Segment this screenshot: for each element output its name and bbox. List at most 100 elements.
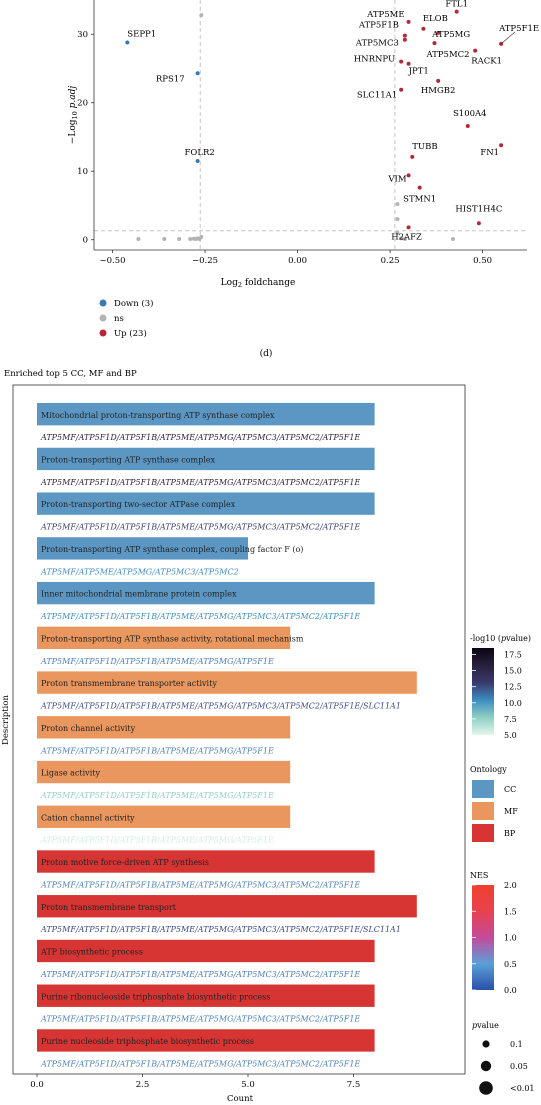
term-row: Proton-transporting ATP synthase activit… <box>37 626 304 666</box>
gene-label: HMGB2 <box>421 86 456 96</box>
pvalue-colorbar <box>472 648 494 735</box>
pvalue-size-legend-title: pvalue <box>472 1021 499 1030</box>
term-row: Proton-transporting two-sector ATPase co… <box>37 492 375 532</box>
volcano-y-tick-label: 0 <box>83 236 88 246</box>
volcano-y-axis-title: −Log10 p.adj <box>68 86 79 145</box>
gene-label: HIST1H4C <box>455 204 502 214</box>
volcano-point-up <box>402 37 407 42</box>
pvalue-tick-label: 10.0 <box>504 699 522 708</box>
enrichment-x-tick-label: 7.5 <box>347 1080 361 1090</box>
legend-label: Down (3) <box>114 298 153 309</box>
nes-tick-label: 0.5 <box>504 960 517 969</box>
ontology-swatch-bp <box>472 824 494 842</box>
term-name: ATP biosynthetic process <box>40 948 143 957</box>
legend-swatch-up <box>99 329 107 337</box>
pvalue-size-label: 0.05 <box>510 1062 528 1071</box>
gene-label: FOLR2 <box>184 148 214 158</box>
volcano-point-up <box>402 33 407 38</box>
gene-label: ATP5F1B <box>358 21 399 31</box>
volcano-point-up <box>406 61 411 66</box>
volcano-point-ns <box>162 237 167 242</box>
nes-tick-label: 2.0 <box>504 881 517 890</box>
term-name: Mitochondrial proton-transporting ATP sy… <box>41 411 275 420</box>
gene-label: H2AFZ <box>391 232 422 242</box>
volcano-point-up <box>436 30 441 35</box>
pvalue-tick-label: 17.5 <box>504 650 522 659</box>
volcano-reference-lines <box>94 0 527 250</box>
term-bar <box>37 760 291 784</box>
term-bar <box>37 492 375 515</box>
volcano-y-tick-label: 20 <box>77 99 88 109</box>
nes-colorbar-ticks: 2.0 1.5 1.0 0.5 0.0 <box>472 881 517 995</box>
gene-label: STMN1 <box>403 195 436 205</box>
volcano-x-axis-title: Log2 foldchange <box>221 278 296 289</box>
volcano-point-labels: SEPP1 RPS17 FOLR2 ATP5ME FTL1 ELOB ATP5F1B ATP5… <box>127 0 539 242</box>
pvalue-tick-label: 12.5 <box>504 683 522 692</box>
term-genes: ATP5MF/ATP5F1D/ATP5F1B/ATP5ME/ATP5MG/ATP… <box>40 523 360 532</box>
ontology-label: BP <box>504 829 516 838</box>
gene-label: ELOB <box>423 14 448 24</box>
term-name: Cation channel activity <box>41 813 135 822</box>
nes-tick-label: 0.0 <box>504 986 517 995</box>
gene-label: FN1 <box>480 148 499 158</box>
panel-label-d: (d) <box>260 348 273 359</box>
nes-tick-label: 1.0 <box>504 934 517 943</box>
term-bar <box>37 626 291 650</box>
gene-label: JPT1 <box>408 67 429 77</box>
term-row: ATP biosynthetic process ATP5MF/ATP5F1D/A… <box>37 939 375 979</box>
legend-swatch-ns <box>99 314 107 322</box>
term-row: Ligase activity ATP5MF/ATP5F1D/ATP5F1B/AT… <box>37 760 291 800</box>
volcano-y-tick-label: 10 <box>77 167 88 177</box>
enrichment-plot-frame <box>12 384 466 1075</box>
enrichment-x-axis-title: Count <box>227 1094 254 1104</box>
pvalue-colorbar-ticks: 17.5 15.0 12.5 10.0 7.5 5.0 <box>472 650 522 740</box>
volcano-point-ns <box>395 202 400 207</box>
enrichment-axes: 0.0 2.5 5.0 7.5 <box>12 384 466 1090</box>
pvalue-size-dot <box>480 1060 492 1072</box>
term-bar <box>37 537 248 560</box>
volcano-plot: SEPP1 RPS17 FOLR2 ATP5ME FTL1 ELOB ATP5F1B ATP5… <box>68 0 539 359</box>
volcano-point-ns <box>188 237 193 242</box>
term-name: Proton-transporting ATP synthase complex <box>41 455 216 464</box>
label-leader-line <box>500 31 516 45</box>
volcano-point-up <box>399 59 404 64</box>
term-row: Proton-transporting ATP synthase complex… <box>37 447 375 487</box>
enrichment-x-tick-label: 2.5 <box>136 1080 150 1090</box>
volcano-point-up <box>399 87 404 92</box>
volcano-point-ns <box>399 236 404 241</box>
pvalue-color-legend: -log10 (pvalue) 17.5 15.0 12.5 10.0 7.5 5.0 <box>470 634 531 740</box>
term-name: Proton transmembrane transport <box>41 903 177 912</box>
gene-label: FTL1 <box>445 0 468 10</box>
gene-label: VIM <box>387 174 406 184</box>
term-genes: ATP5MF/ATP5F1D/ATP5F1B/ATP5ME/ATP5MG/ATP… <box>40 1015 360 1024</box>
volcano-point-up <box>432 41 437 46</box>
volcano-point-up <box>421 26 426 31</box>
term-bar <box>37 984 375 1007</box>
volcano-x-tick-label: −0.50 <box>99 256 125 266</box>
term-bar <box>37 895 417 918</box>
enrichment-x-tick-label: 5.0 <box>241 1080 255 1090</box>
ontology-swatch-cc <box>472 780 494 798</box>
term-genes: ATP5MF/ATP5F1D/ATP5F1B/ATP5ME/ATP5MG/ATP… <box>40 746 274 755</box>
volcano-point-ns <box>199 13 204 18</box>
pvalue-size-dot <box>482 1040 490 1048</box>
pvalue-size-label: <0.01 <box>510 1084 535 1093</box>
enrichment-chart: Enriched top 5 CC, MF and BP Description… <box>1 369 535 1104</box>
term-bar <box>37 403 375 426</box>
gene-label: ATP5MG <box>431 30 470 40</box>
term-genes: ATP5MF/ATP5F1D/ATP5F1B/ATP5ME/ATP5MG/ATP… <box>40 657 274 666</box>
volcano-point-up <box>499 143 504 148</box>
pvalue-tick-label: 5.0 <box>504 731 517 740</box>
volcano-point-down <box>195 71 200 76</box>
volcano-x-tick-label: 0.50 <box>473 256 492 266</box>
volcano-point-down <box>195 158 200 163</box>
term-bar <box>37 805 291 828</box>
term-bar <box>37 447 375 471</box>
term-row: Proton transmembrane transporter activit… <box>37 671 417 711</box>
volcano-point-ns <box>199 234 204 239</box>
volcano-legend: Down (3) ns Up (23) <box>99 298 153 339</box>
term-name: Inner mitochondrial membrane protein com… <box>41 590 237 599</box>
volcano-point-up <box>406 173 411 178</box>
gene-label: ATP5MC3 <box>355 39 399 49</box>
